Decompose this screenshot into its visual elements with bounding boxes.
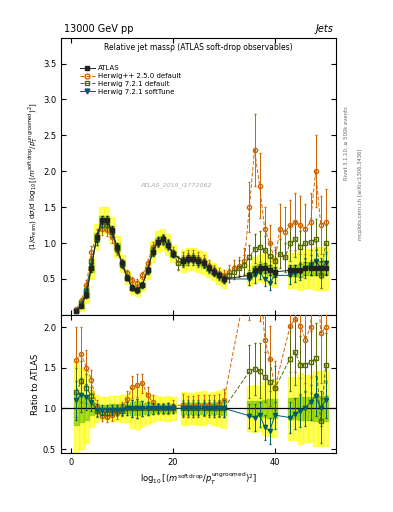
Y-axis label: Ratio to ATLAS: Ratio to ATLAS xyxy=(31,353,40,415)
Text: mcplots.cern.ch [arXiv:1306.3436]: mcplots.cern.ch [arXiv:1306.3436] xyxy=(358,149,363,240)
X-axis label: $\log_{10}[(m^{\rm soft\,drop}/p_T^{\rm ungroomed})^2]$: $\log_{10}[(m^{\rm soft\,drop}/p_T^{\rm … xyxy=(140,471,257,487)
Text: Relative jet massρ (ATLAS soft-drop observables): Relative jet massρ (ATLAS soft-drop obse… xyxy=(104,42,293,52)
Text: Rivet 3.1.10, ≥ 500k events: Rivet 3.1.10, ≥ 500k events xyxy=(344,106,349,180)
Text: 13000 GeV pp: 13000 GeV pp xyxy=(64,24,133,34)
Legend: ATLAS, Herwig++ 2.5.0 default, Herwig 7.2.1 default, Herwig 7.2.1 softTune: ATLAS, Herwig++ 2.5.0 default, Herwig 7.… xyxy=(78,64,183,96)
Y-axis label: $(1/\sigma_{\rm resm})$ d$\sigma$/d $\log_{10}[(m^{\rm soft\,drop}/p_T^{\rm ungr: $(1/\sigma_{\rm resm})$ d$\sigma$/d $\lo… xyxy=(26,103,40,250)
Text: Jets: Jets xyxy=(316,24,333,34)
Text: ATLAS_2019_I1772062: ATLAS_2019_I1772062 xyxy=(141,182,212,188)
